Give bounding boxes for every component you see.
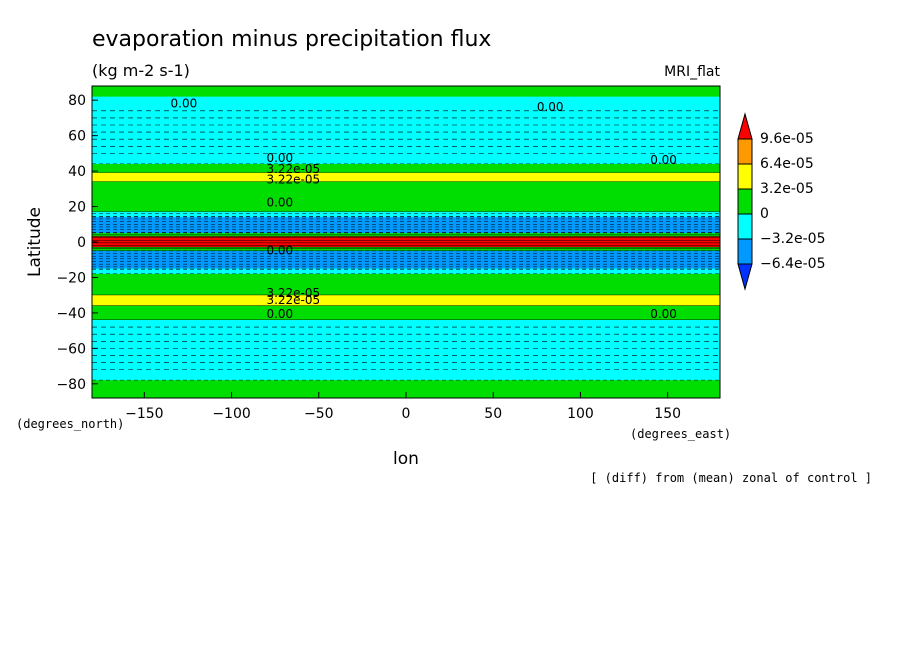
legend-swatch xyxy=(737,263,753,291)
plot-area xyxy=(92,86,720,399)
zonal-band xyxy=(92,380,720,398)
y-tick-label: 40 xyxy=(68,164,86,180)
zonal-band xyxy=(92,247,720,251)
zonal-band xyxy=(92,305,720,320)
x-tick-label: 150 xyxy=(654,406,681,422)
x-tick-label: −150 xyxy=(125,406,163,422)
contour-label: 3.22e-05 xyxy=(266,286,320,300)
zonal-band xyxy=(92,164,720,173)
zonal-band xyxy=(92,320,720,381)
contour-label: 0.00 xyxy=(266,243,293,257)
y-tick-label: 20 xyxy=(68,200,86,216)
y-tick-label: −80 xyxy=(56,377,86,393)
y-tick-label: −20 xyxy=(56,270,86,286)
y-tick-label: 60 xyxy=(68,129,86,145)
legend-label: −3.2e-05 xyxy=(760,231,825,247)
zonal-band xyxy=(92,217,720,234)
zonal-band xyxy=(92,295,720,306)
zonal-band xyxy=(92,181,720,212)
x-units: (degrees_east) xyxy=(630,427,731,441)
legend-swatch xyxy=(737,238,753,265)
footnote: [ (diff) from (mean) zonal of control ] xyxy=(590,471,872,485)
contour-label: 0.00 xyxy=(266,151,293,165)
x-tick-label: −100 xyxy=(212,406,250,422)
legend-swatch xyxy=(737,213,753,240)
model-label: MRI_flat xyxy=(664,64,720,80)
contour-labels: 0.003.22e-053.22e-050.000.000.003.22e-05… xyxy=(171,96,677,321)
contour-label: 3.22e-05 xyxy=(266,173,320,187)
x-axis-label: lon xyxy=(393,449,419,469)
contour-label: 0.00 xyxy=(266,196,293,210)
x-tick-label: 100 xyxy=(567,406,594,422)
y-tick-label: −40 xyxy=(56,306,86,322)
legend-swatch xyxy=(737,163,753,190)
legend-swatch xyxy=(737,138,753,165)
x-tick-label: 50 xyxy=(484,406,502,422)
legend-label: −6.4e-05 xyxy=(760,256,825,272)
legend-label: 9.6e-05 xyxy=(760,131,814,147)
y-tick-label: 0 xyxy=(77,235,86,251)
contour-label: 0.00 xyxy=(650,307,677,321)
legend-swatch xyxy=(737,112,753,140)
zonal-band xyxy=(92,96,720,164)
legend-label: 6.4e-05 xyxy=(760,156,814,172)
contour-label: 0.00 xyxy=(171,96,198,110)
x-axis: −150 −100 −50 0 50 100 150 xyxy=(125,392,681,422)
zonal-band xyxy=(92,236,720,248)
x-tick-label: 0 xyxy=(402,406,411,422)
color-legend: 9.6e-05 6.4e-05 3.2e-05 0 −3.2e-05 −6.4e-05 xyxy=(737,112,825,291)
legend-label: 3.2e-05 xyxy=(760,181,814,197)
x-tick-label: −50 xyxy=(304,406,334,422)
legend-label: 0 xyxy=(760,206,769,222)
y-tick-label: 80 xyxy=(68,93,86,109)
zonal-band xyxy=(92,268,720,274)
y-units: (degrees_north) xyxy=(16,417,124,431)
zonal-band xyxy=(92,273,720,296)
contour-label: 3.22e-05 xyxy=(266,162,320,176)
chart-title: evaporation minus precipitation flux xyxy=(92,27,491,52)
zonal-band xyxy=(92,172,720,182)
y-axis: 80 60 40 20 0 −20 −40 −60 −80 xyxy=(56,93,98,393)
contour-label: 0.00 xyxy=(650,153,677,167)
chart-subtitle: (kg m-2 s-1) xyxy=(92,61,190,80)
zonal-band xyxy=(92,211,720,218)
y-tick-label: −60 xyxy=(56,341,86,357)
y-axis-label: Latitude xyxy=(25,207,45,277)
contour-label: 3.22e-05 xyxy=(266,293,320,307)
contour-label: 0.00 xyxy=(537,100,564,114)
legend-swatch xyxy=(737,188,753,215)
contour-label: 0.00 xyxy=(266,307,293,321)
